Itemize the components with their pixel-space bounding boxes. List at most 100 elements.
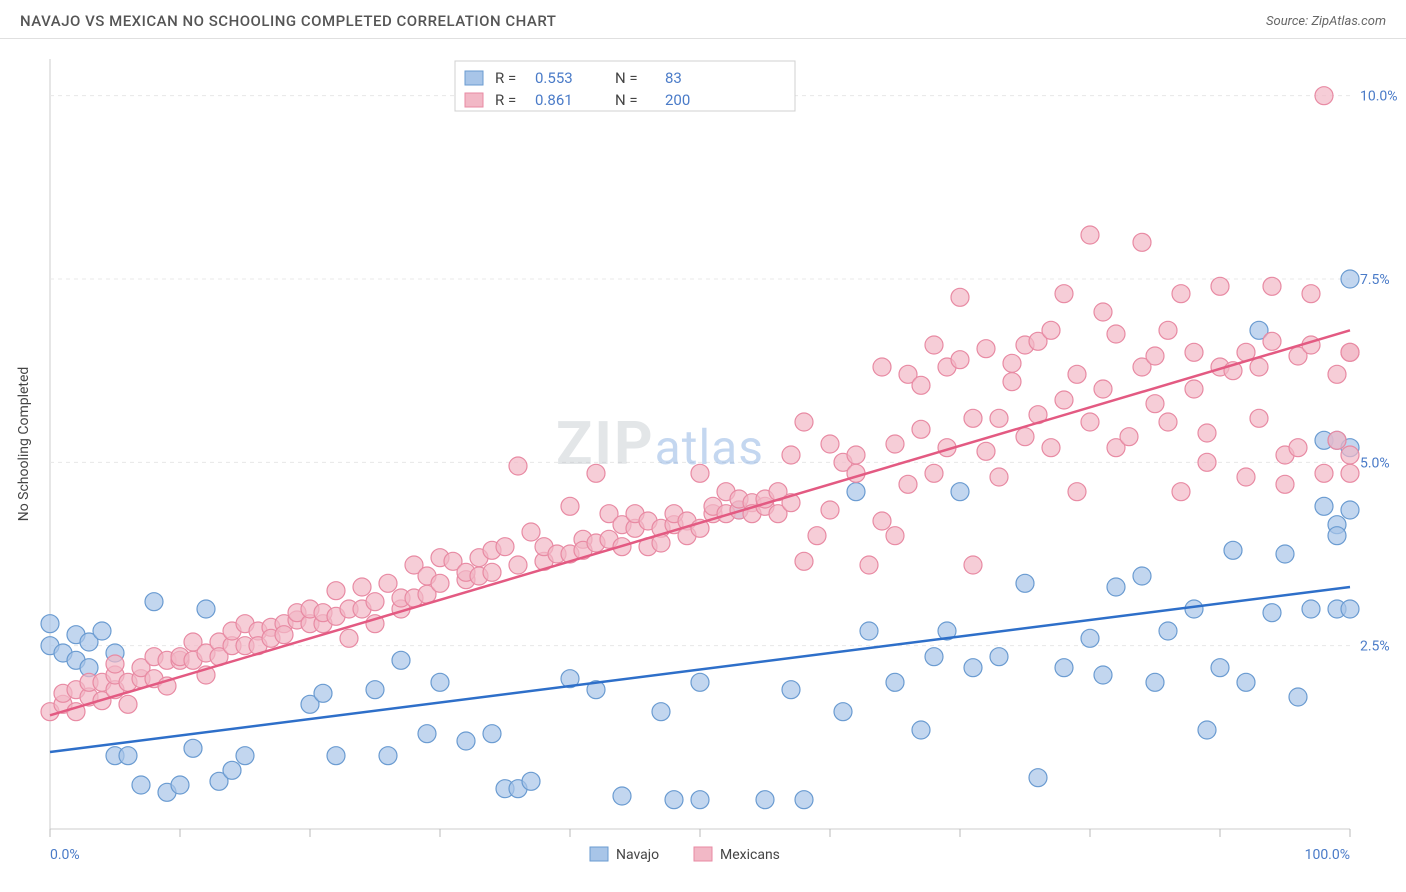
data-point	[431, 574, 449, 592]
data-point	[379, 574, 397, 592]
legend-n-label: N =	[615, 91, 638, 109]
data-point	[379, 747, 397, 765]
data-point	[795, 552, 813, 570]
legend-swatch	[465, 71, 483, 85]
legend-r-label: R =	[495, 91, 516, 109]
y-tick-label: 2.5%	[1360, 639, 1390, 655]
data-point	[795, 791, 813, 809]
data-point	[951, 288, 969, 306]
data-point	[431, 673, 449, 691]
data-point	[1172, 483, 1190, 501]
data-point	[275, 626, 293, 644]
data-point	[691, 464, 709, 482]
data-point	[1185, 600, 1203, 618]
data-point	[1302, 600, 1320, 618]
correlation-scatter-chart: ZIPatlas2.5%5.0%7.5%10.0%0.0%100.0%No Sc…	[0, 39, 1406, 881]
data-point	[912, 721, 930, 739]
data-point	[821, 435, 839, 453]
data-point	[1341, 446, 1359, 464]
data-point	[1081, 413, 1099, 431]
data-point	[327, 747, 345, 765]
data-point	[145, 593, 163, 611]
data-point	[1133, 233, 1151, 251]
data-point	[1068, 483, 1086, 501]
data-point	[1237, 673, 1255, 691]
data-point	[782, 446, 800, 464]
legend-r-label: R =	[495, 69, 516, 87]
legend-swatch	[465, 93, 483, 107]
data-point	[223, 761, 241, 779]
data-point	[509, 556, 527, 574]
data-point	[587, 464, 605, 482]
trendline-navajo	[50, 587, 1350, 752]
data-point	[418, 725, 436, 743]
data-point	[483, 725, 501, 743]
data-point	[106, 655, 124, 673]
data-point	[691, 791, 709, 809]
data-point	[1185, 380, 1203, 398]
data-point	[1263, 604, 1281, 622]
data-point	[1094, 380, 1112, 398]
data-point	[353, 578, 371, 596]
data-point	[1341, 270, 1359, 288]
data-point	[1289, 439, 1307, 457]
data-point	[1211, 277, 1229, 295]
data-point	[1315, 464, 1333, 482]
data-point	[366, 593, 384, 611]
data-point	[509, 457, 527, 475]
data-point	[1263, 332, 1281, 350]
data-point	[782, 681, 800, 699]
data-point	[1198, 721, 1216, 739]
data-point	[1341, 464, 1359, 482]
data-point	[1172, 285, 1190, 303]
data-point	[1094, 666, 1112, 684]
data-point	[990, 409, 1008, 427]
source-attribution: Source: ZipAtlas.com	[1266, 14, 1386, 29]
data-point	[41, 615, 59, 633]
data-point	[1016, 574, 1034, 592]
x-tick-label: 100.0%	[1305, 847, 1350, 863]
data-point	[236, 747, 254, 765]
data-point	[1159, 321, 1177, 339]
data-point	[1198, 424, 1216, 442]
data-point	[1094, 303, 1112, 321]
data-point	[613, 787, 631, 805]
source-prefix: Source:	[1266, 14, 1311, 29]
data-point	[1081, 226, 1099, 244]
data-point	[184, 739, 202, 757]
data-point	[873, 512, 891, 530]
data-point	[795, 413, 813, 431]
bottom-legend-swatch	[590, 847, 608, 861]
data-point	[1224, 541, 1242, 559]
data-point	[340, 629, 358, 647]
data-point	[1198, 453, 1216, 471]
data-point	[964, 659, 982, 677]
data-point	[834, 703, 852, 721]
legend-n-label: N =	[615, 69, 638, 87]
y-axis-label: No Schooling Completed	[16, 367, 32, 522]
data-point	[1120, 428, 1138, 446]
data-point	[1107, 578, 1125, 596]
data-point	[925, 464, 943, 482]
legend-r-value: 0.861	[535, 91, 573, 109]
data-point	[847, 446, 865, 464]
y-tick-label: 5.0%	[1360, 455, 1390, 471]
data-point	[886, 527, 904, 545]
data-point	[1159, 622, 1177, 640]
data-point	[1159, 413, 1177, 431]
data-point	[327, 582, 345, 600]
data-point	[1263, 277, 1281, 295]
data-point	[756, 791, 774, 809]
data-point	[119, 747, 137, 765]
data-point	[847, 483, 865, 501]
data-point	[951, 483, 969, 501]
data-point	[1185, 343, 1203, 361]
legend-r-value: 0.553	[535, 69, 573, 87]
data-point	[1068, 365, 1086, 383]
data-point	[873, 358, 891, 376]
data-point	[1276, 545, 1294, 563]
data-point	[665, 791, 683, 809]
x-tick-label: 0.0%	[50, 847, 80, 863]
y-tick-label: 7.5%	[1360, 272, 1390, 288]
data-point	[1328, 365, 1346, 383]
